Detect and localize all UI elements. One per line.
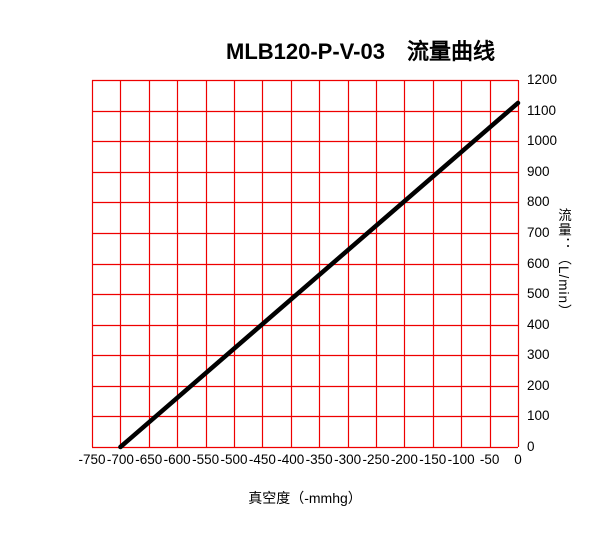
y-tick-label: 600 [527,255,550,271]
x-tick-label: -350 [305,452,333,467]
y-tick-label: 1200 [527,72,558,87]
y-tick-label: 300 [527,347,550,363]
x-tick-label: -250 [362,452,390,467]
x-tick-label: -500 [220,452,248,467]
x-axis-title: 真空度（-mmhg） [248,490,362,506]
y-tick-label: 100 [527,408,550,424]
y-tick-label: 400 [527,316,550,332]
chart-title: MLB120-P-V-03 流量曲线 [226,39,495,64]
x-tick-label: -600 [163,452,191,467]
x-tick-label: -650 [135,452,163,467]
y-tick-label: 900 [527,163,550,179]
x-tick-label: -200 [390,452,418,467]
x-tick-label: -750 [78,452,106,467]
y-tick-label: 1000 [527,133,558,149]
x-tick-label: 0 [514,452,522,467]
x-tick-label: -450 [248,452,276,467]
x-tick-label: -400 [277,452,305,467]
x-tick-label: -300 [334,452,362,467]
flow-curve-line [118,100,521,450]
y-tick-label: 0 [527,439,535,454]
x-tick-label: -150 [419,452,447,467]
x-tick-label: -550 [192,452,220,467]
y-tick-label: 800 [527,194,550,210]
x-tick-label: -100 [447,452,475,467]
y-tick-label: 500 [527,286,550,302]
grid-and-curve-svg [91,79,521,450]
plot-area [91,79,521,450]
x-tick-label: -50 [479,452,500,467]
y-tick-label: 1100 [527,102,557,118]
y-tick-label: 200 [527,377,550,393]
x-tick-label: -700 [106,452,134,467]
y-axis-title: 流量：（L/min） [556,208,571,319]
y-tick-label: 700 [527,224,550,240]
